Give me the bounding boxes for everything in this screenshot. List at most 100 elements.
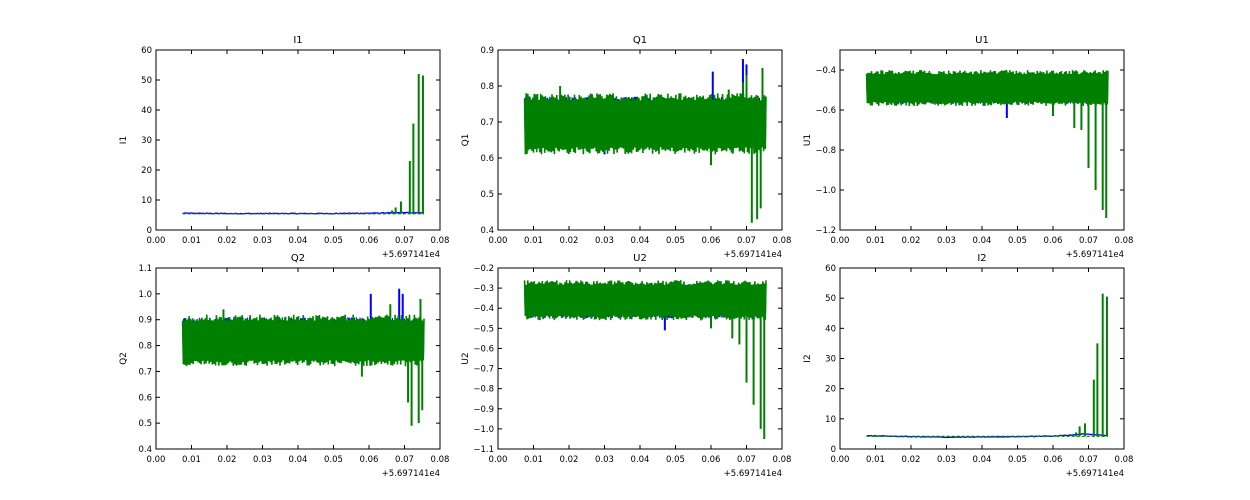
y-tick-label: 40	[141, 106, 152, 116]
y-tick-label: 20	[141, 166, 152, 176]
y-tick-label: −0.4	[815, 66, 836, 76]
x-offset-label: +5.697141e4	[724, 250, 782, 260]
series-band	[181, 314, 425, 367]
subplot-i1: 0.00 0.01 0.02 0.03 0.04 0.05 0.06 0.07 0.08 0 10 2…	[119, 35, 449, 260]
x-tick-label: 0.02	[218, 455, 237, 465]
x-tick-label: 0.00	[831, 455, 850, 465]
x-tick-label: 0.03	[937, 455, 956, 465]
x-tick-label: 0.02	[218, 236, 237, 246]
plot-area	[866, 293, 1109, 439]
x-tick-label: 0.03	[937, 236, 956, 246]
x-tick-label: 0.00	[489, 236, 508, 246]
y-tick-label: −0.7	[473, 365, 494, 375]
x-tick-label: 0.03	[595, 455, 614, 465]
y-tick-label: 50	[825, 294, 836, 304]
x-tick-label: 0.07	[737, 236, 756, 246]
y-tick-label: 0.6	[480, 154, 494, 164]
plot-area	[865, 70, 1109, 218]
y-tick-label: 0.9	[480, 46, 494, 56]
y-tick-label: 0.7	[138, 367, 152, 377]
x-tick-label: 0.05	[324, 455, 343, 465]
x-tick-label: 0.02	[902, 455, 921, 465]
y-tick-label: 0	[831, 445, 836, 455]
x-tick-label: 0.05	[666, 236, 685, 246]
chart-title: I1	[293, 35, 302, 46]
y-tick-label: 0.4	[138, 445, 152, 455]
y-tick-label: 10	[141, 196, 152, 206]
y-tick-label: 60	[825, 264, 836, 274]
y-tick-label: −0.6	[473, 344, 494, 354]
x-tick-label: 0.06	[702, 455, 721, 465]
series-band	[865, 70, 1109, 107]
x-tick-label: 0.06	[1044, 236, 1063, 246]
y-axis-label: U2	[461, 352, 471, 364]
y-tick-label: 0.8	[480, 82, 494, 92]
y-tick-label: 30	[141, 136, 152, 146]
y-tick-label: −1.2	[815, 226, 836, 236]
x-tick-label: 0.03	[253, 236, 272, 246]
subplot-q1: 0.00 0.01 0.02 0.03 0.04 0.05 0.06 0.07 0.08 0.4 0…	[461, 35, 791, 260]
series-band	[523, 280, 767, 321]
subplot-u2: 0.00 0.01 0.02 0.03 0.04 0.05 0.06 0.07 0.08 −1.1…	[461, 253, 791, 479]
chart-title: Q2	[291, 253, 305, 264]
x-tick-label: 0.08	[773, 455, 792, 465]
x-tick-label: 0.01	[182, 236, 201, 246]
x-tick-label: 0.02	[560, 455, 579, 465]
x-offset-label: +5.697141e4	[382, 250, 440, 260]
y-tick-label: 50	[141, 76, 152, 86]
y-tick-label: −0.9	[473, 405, 494, 415]
y-tick-label: −0.3	[473, 284, 494, 294]
y-tick-label: 0.4	[480, 226, 494, 236]
series-green	[182, 74, 425, 215]
y-tick-label: 20	[825, 385, 836, 395]
y-tick-label: 0.9	[138, 316, 152, 326]
subplot-q2: 0.00 0.01 0.02 0.03 0.04 0.05 0.06 0.07 0.08 0.4 0…	[119, 253, 449, 479]
x-tick-label: 0.02	[902, 236, 921, 246]
series-line	[866, 433, 1109, 439]
x-tick-label: 0.07	[1079, 236, 1098, 246]
y-axis-label: U1	[803, 134, 813, 146]
chart-title: I2	[977, 253, 986, 264]
x-tick-label: 0.01	[182, 455, 201, 465]
x-tick-label: 0.00	[147, 236, 166, 246]
x-offset-label: +5.697141e4	[724, 469, 782, 479]
x-tick-label: 0.00	[831, 236, 850, 246]
series-blue	[866, 433, 1109, 439]
x-offset-label: +5.697141e4	[382, 469, 440, 479]
y-tick-label: 0	[147, 226, 152, 236]
plot-area	[181, 288, 425, 426]
series-green	[181, 299, 425, 426]
x-tick-label: 0.08	[431, 455, 450, 465]
x-tick-label: 0.03	[253, 455, 272, 465]
y-tick-label: −0.2	[473, 264, 494, 274]
x-offset-label: +5.697141e4	[1066, 469, 1124, 479]
series-green	[866, 293, 1109, 437]
y-tick-label: −1.0	[473, 425, 494, 435]
chart-title: Q1	[633, 35, 647, 46]
x-tick-label: 0.04	[631, 236, 650, 246]
x-tick-label: 0.06	[360, 455, 379, 465]
x-tick-label: 0.05	[324, 236, 343, 246]
x-tick-label: 0.02	[560, 236, 579, 246]
x-tick-label: 0.00	[147, 455, 166, 465]
x-tick-label: 0.08	[1115, 455, 1134, 465]
y-tick-label: 0.6	[138, 393, 152, 403]
subplot-i2: 0.00 0.01 0.02 0.03 0.04 0.05 0.06 0.07 0.08 0 10 2…	[803, 253, 1133, 479]
x-tick-label: 0.01	[866, 236, 885, 246]
x-tick-label: 0.06	[1044, 455, 1063, 465]
y-tick-label: 0.8	[138, 342, 152, 352]
y-tick-label: 60	[141, 46, 152, 56]
y-tick-label: 30	[825, 355, 836, 365]
axes-frame	[839, 267, 1125, 450]
subplot-u1: 0.00 0.01 0.02 0.03 0.04 0.05 0.06 0.07 0.08 −1.2…	[803, 35, 1133, 260]
y-tick-label: −1.0	[815, 186, 836, 196]
series-green	[523, 280, 767, 439]
y-tick-label: 1.0	[138, 290, 152, 300]
y-tick-label: −0.8	[473, 385, 494, 395]
y-tick-label: −1.1	[473, 445, 494, 455]
x-offset-label: +5.697141e4	[1066, 250, 1124, 260]
x-tick-label: 0.00	[489, 455, 508, 465]
x-tick-label: 0.08	[1115, 236, 1134, 246]
x-tick-label: 0.08	[431, 236, 450, 246]
